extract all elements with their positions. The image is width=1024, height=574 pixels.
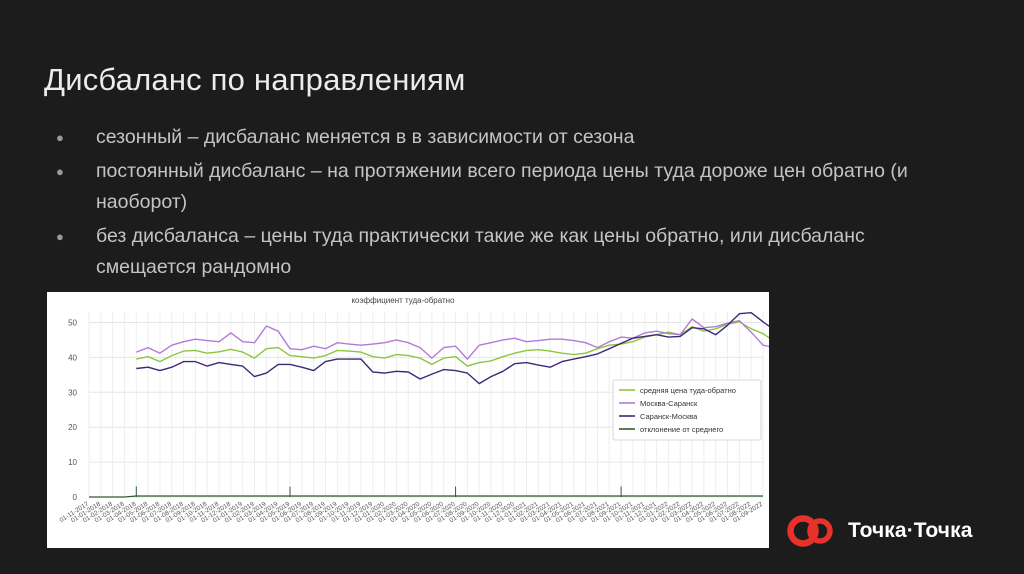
legend-label: Саранск-Москва: [640, 412, 698, 421]
chart-panel: коэффициент туда-обратно 0 10 20 30 40 50 01-1…: [47, 292, 769, 548]
chart-title: коэффициент туда-обратно: [351, 296, 455, 305]
y-tick-label: 20: [68, 423, 77, 432]
bullet-item: ● постоянный дисбаланс – на протяжении в…: [56, 156, 956, 218]
bullet-dot-icon: ●: [56, 229, 64, 244]
legend-box: [612, 379, 762, 441]
legend-label: средняя цена туда-обратно: [640, 386, 736, 395]
legend-label: отклонение от среднего: [640, 425, 723, 434]
bullet-list: ● сезонный – дисбаланс меняется в в зави…: [56, 122, 956, 286]
bullet-text: постоянный дисбаланс – на протяжении все…: [96, 160, 908, 213]
series-line: [136, 318, 769, 360]
y-tick-label: 40: [68, 353, 77, 362]
chart-legend: средняя цена туда-обратно Москва-Саранск С…: [612, 379, 762, 441]
bullet-text: сезонный – дисбаланс меняется в в зависи…: [96, 126, 635, 148]
chart-series: [89, 312, 769, 498]
bullet-item: ● сезонный – дисбаланс меняется в в зави…: [56, 122, 956, 153]
slide-title: Дисбаланс по направлениям: [44, 62, 466, 97]
legend-label: Москва-Саранск: [640, 399, 698, 408]
double-ring-logo-icon: [787, 515, 833, 547]
y-tick-label: 50: [68, 318, 77, 327]
y-tick-label: 0: [73, 493, 78, 502]
y-tick-label: 30: [68, 388, 77, 397]
series-line: [136, 312, 769, 385]
bullet-dot-icon: ●: [56, 164, 64, 179]
brand-logo: Точка·Точка: [786, 512, 972, 550]
line-chart: коэффициент туда-обратно 0102030405001-1…: [59, 296, 769, 524]
chart-axes: 0102030405001-11-201701-01-201801-02-201…: [59, 318, 765, 524]
bullet-text: без дисбаланса – цены туда практически т…: [96, 225, 865, 278]
bullet-dot-icon: ●: [56, 130, 64, 145]
y-tick-label: 10: [68, 458, 77, 467]
bullet-item: ● без дисбаланса – цены туда практически…: [56, 221, 956, 283]
series-line: [89, 495, 763, 498]
brand-name: Точка·Точка: [848, 519, 973, 542]
